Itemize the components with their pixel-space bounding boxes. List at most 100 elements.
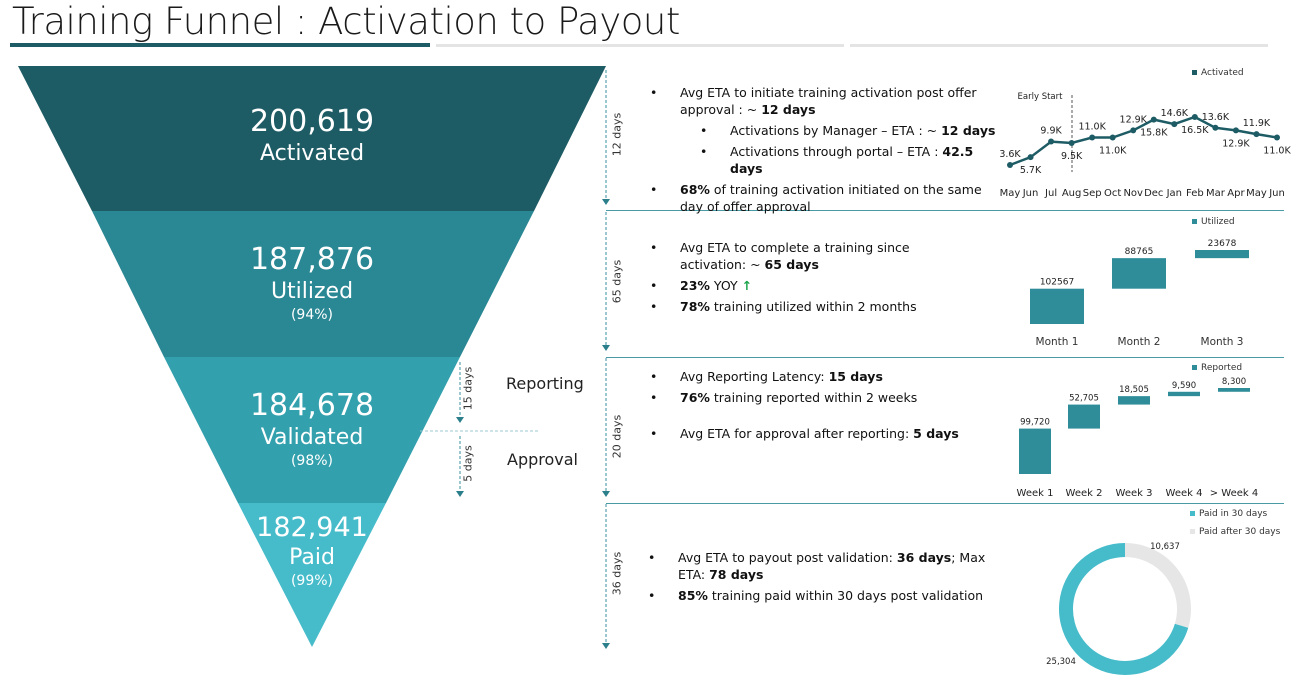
utilized-data-label-0: 102567 [1040, 278, 1074, 288]
reported-bar-1 [1068, 404, 1100, 429]
arrowhead-stage2 [602, 345, 610, 351]
activated-x-tick-1: Jun [1022, 188, 1039, 199]
stage4-notes: Avg ETA to payout post validation: 36 da… [648, 549, 998, 608]
arrowhead-stage1 [602, 199, 610, 205]
stage3-note-3: Avg ETA for approval after reporting: 5 … [650, 425, 980, 442]
stage3-note-2: 76% training reported within 2 weeks [650, 389, 980, 406]
stage-utilized-value: 187,876 [249, 242, 375, 277]
activated-point-0 [1007, 162, 1013, 168]
utilized-bar-0 [1030, 288, 1084, 324]
title-rule-gray-2 [850, 44, 1268, 47]
reported-bar-3 [1168, 391, 1200, 397]
stage3-notes: Avg Reporting Latency: 15 days 76% train… [650, 368, 980, 446]
reported-x-tick-3: Week 4 [1166, 488, 1203, 499]
stage-activated-name: Activated [259, 141, 365, 166]
legend-paid-30-swatch [1190, 511, 1195, 516]
activated-point-12 [1253, 131, 1260, 138]
stage1-note-2: Activations by Manager – ETA : ~ 12 days [650, 122, 1010, 139]
reported-bar-0 [1019, 428, 1051, 474]
activated-point-13 [1274, 134, 1280, 141]
title-underline [10, 43, 430, 47]
legend-paid-30: Paid in 30 days [1190, 509, 1267, 519]
arrowhead-stage4 [602, 643, 610, 649]
donut-slice-1 [1124, 543, 1191, 628]
title-rule-gray-1 [436, 44, 844, 47]
activated-point-8 [1171, 121, 1178, 128]
activated-point-3 [1068, 140, 1075, 147]
activated-point-1 [1027, 154, 1034, 161]
activated-point-11 [1232, 127, 1239, 134]
stage2-note-2: 23% YOY ↑ [650, 277, 930, 294]
activated-x-tick-5: Oct [1104, 188, 1121, 199]
activated-x-tick-12: May [1246, 188, 1267, 199]
stage1-note-3: Activations through portal – ETA : 42.5 … [650, 143, 1000, 177]
reported-data-label-3: 9,590 [1172, 381, 1196, 391]
activated-point-10 [1212, 124, 1219, 131]
stage-validated-pct: (98%) [290, 453, 334, 469]
activated-point-5 [1109, 134, 1116, 141]
stage-paid-name: Paid [289, 545, 335, 570]
activated-data-label-13: 11.0K [1263, 145, 1291, 156]
arrowhead-approval [456, 491, 464, 497]
legend-reported-swatch [1192, 365, 1197, 370]
activated-point-4 [1089, 134, 1096, 141]
funnel-stage-utilized [92, 211, 534, 357]
activated-data-label-10: 13.6K [1202, 112, 1230, 123]
activated-point-6 [1130, 127, 1137, 134]
stage1-notes: Avg ETA to initiate training activation … [650, 84, 1000, 219]
activated-data-label-6: 12.9K [1120, 114, 1148, 125]
legend-reported: Reported [1192, 363, 1242, 373]
stage-paid-value: 182,941 [256, 512, 368, 543]
donut-data-label-0: 25,304 [1046, 657, 1076, 667]
utilized-bar-1 [1112, 258, 1166, 289]
activated-data-label-9: 16.5K [1181, 125, 1209, 136]
activated-x-tick-0: May [1000, 188, 1021, 199]
stage-validated-name: Validated [260, 425, 364, 450]
stage3-note-1: Avg Reporting Latency: 15 days [650, 368, 980, 385]
utilized-bar-2 [1195, 250, 1249, 259]
activated-data-label-11: 12.9K [1222, 138, 1250, 149]
funnel-stage-activated [18, 66, 606, 211]
early-start-annotation: Early Start [1018, 92, 1064, 102]
donut-slice-0 [1059, 543, 1189, 675]
page-title: Training Funnel : Activation to Payout [12, 0, 680, 43]
activated-x-tick-13: Jun [1268, 188, 1285, 199]
utilized-x-tick-0: Month 1 [1036, 336, 1079, 348]
reported-x-tick-1: Week 2 [1066, 488, 1103, 499]
legend-activated: Activated [1192, 68, 1244, 78]
reported-data-label-0: 99,720 [1020, 418, 1050, 428]
utilized-x-tick-2: Month 3 [1201, 336, 1244, 348]
activated-data-label-12: 11.9K [1243, 118, 1271, 129]
legend-activated-swatch [1192, 70, 1197, 75]
legend-utilized: Utilized [1192, 217, 1235, 227]
legend-utilized-swatch [1192, 219, 1197, 224]
reported-bar-2 [1118, 396, 1150, 405]
stage-validated-value: 184,678 [249, 388, 375, 423]
activated-data-label-3: 9.5K [1061, 151, 1083, 162]
stage-paid-label: 182,941 Paid (99%) [212, 512, 412, 590]
reported-x-tick-2: Week 3 [1116, 488, 1153, 499]
utilized-data-label-1: 88765 [1125, 247, 1154, 257]
stage-utilized-pct: (94%) [290, 307, 334, 323]
stage-validated-label: 184,678 Validated (98%) [212, 388, 412, 470]
stage2-notes: Avg ETA to complete a training since act… [650, 239, 930, 319]
activated-x-tick-4: Sep [1083, 188, 1102, 199]
stage2-note-1: Avg ETA to complete a training since act… [650, 239, 930, 273]
funnel-stage-paid [238, 503, 386, 647]
activated-series-line [1009, 115, 1278, 167]
activated-data-label-7: 15.8K [1140, 128, 1168, 139]
stage1-note-4: 68% of training activation initiated on … [650, 181, 1000, 215]
activated-data-label-8: 14.6K [1161, 108, 1189, 119]
row-separator-3 [606, 503, 1284, 504]
utilized-x-tick-1: Month 2 [1118, 336, 1161, 348]
activated-point-2 [1048, 138, 1055, 145]
reported-data-label-4: 8,300 [1222, 377, 1246, 387]
stage-paid-pct: (99%) [290, 573, 334, 589]
substage-reporting: Reporting [506, 374, 584, 393]
activated-x-tick-7: Dec [1144, 188, 1163, 199]
stage4-note-2: 85% training paid within 30 days post va… [648, 587, 998, 604]
activated-x-tick-2: Jul [1044, 188, 1057, 199]
reported-data-label-2: 18,505 [1119, 385, 1149, 395]
